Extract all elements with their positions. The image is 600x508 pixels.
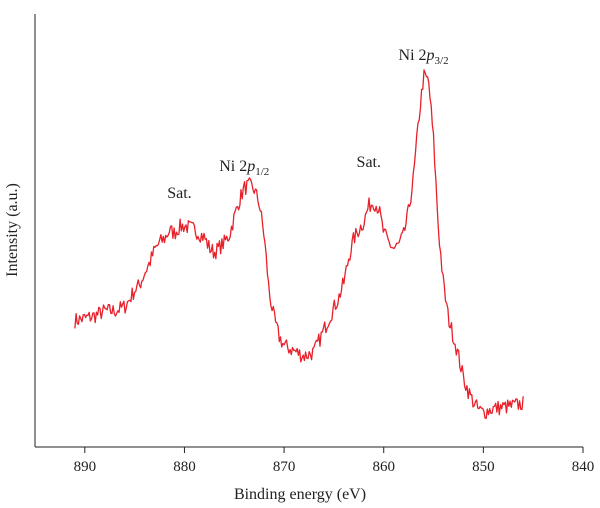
plot-frame [34, 14, 583, 448]
series-layer [74, 69, 524, 420]
x-tick-label: 860 [372, 459, 395, 475]
satellite-label: Sat. [357, 154, 381, 171]
annotations: Sat. Ni 2p1/2 Sat. Ni 2p3/2 [167, 47, 448, 202]
x-tick-label: 880 [173, 459, 196, 475]
y-axis-title: Intensity (a.u.) [4, 183, 21, 277]
peak-label: Ni 2p3/2 [399, 47, 449, 67]
spectrum-line [74, 69, 524, 420]
satellite-label: Sat. [167, 185, 191, 202]
x-tick-label: 850 [472, 459, 495, 475]
x-tick-label: 840 [572, 459, 595, 475]
x-tick-label: 890 [74, 459, 97, 475]
x-tick-label: 870 [273, 459, 296, 475]
peak-label: Ni 2p1/2 [219, 158, 269, 178]
x-axis-title: Binding energy (eV) [234, 486, 366, 503]
x-ticks: 890 880 870 860 850 840 [74, 447, 595, 475]
